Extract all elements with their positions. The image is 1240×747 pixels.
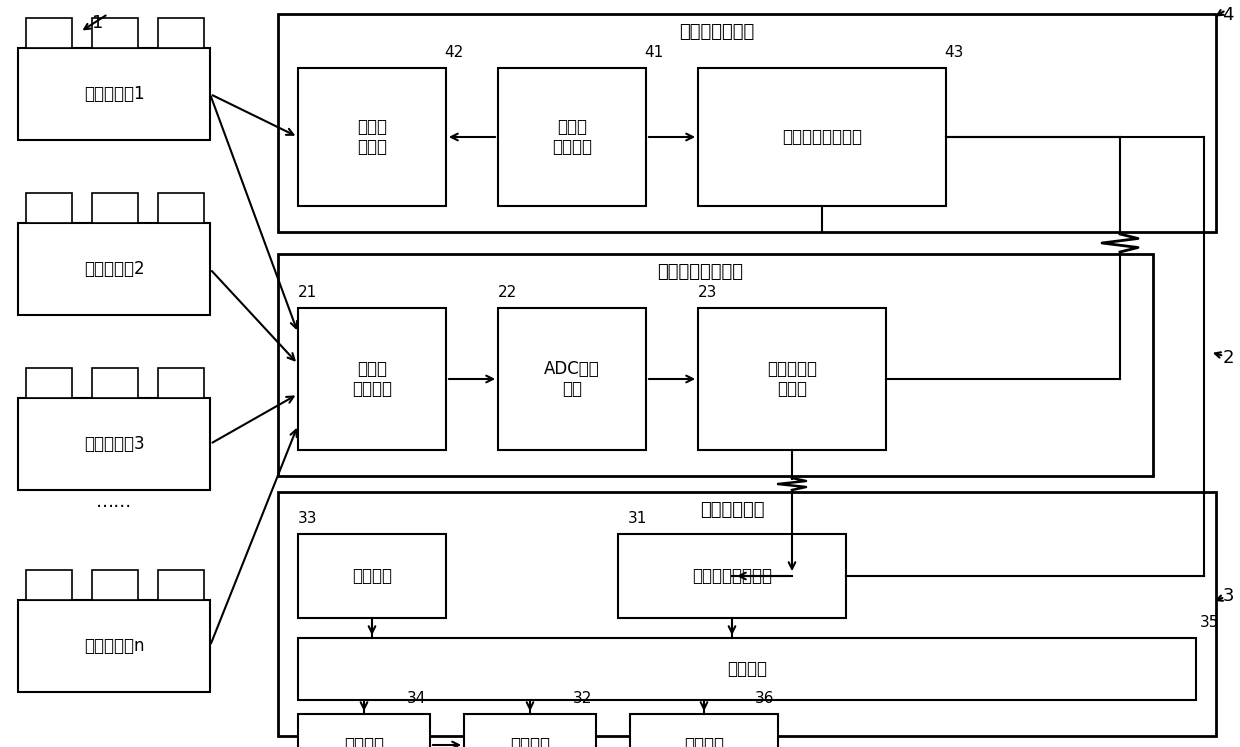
Text: 41: 41	[644, 45, 663, 60]
Text: 32: 32	[573, 691, 591, 706]
Bar	[298, 534, 446, 618]
Text: 36: 36	[754, 691, 774, 706]
Bar	[92, 18, 138, 48]
Text: 诊断模块: 诊断模块	[343, 736, 384, 747]
Bar	[464, 714, 596, 747]
Text: 处理模块: 处理模块	[727, 660, 768, 678]
Text: 34: 34	[407, 691, 427, 706]
Text: 高压开关柜2: 高压开关柜2	[83, 260, 144, 278]
Bar	[157, 193, 205, 223]
Text: 3: 3	[1223, 587, 1234, 605]
Text: 高压开关柜3: 高压开关柜3	[83, 435, 144, 453]
Text: 高压开关柜1: 高压开关柜1	[83, 85, 144, 103]
Text: 报警模块: 报警模块	[684, 736, 724, 747]
Text: 31: 31	[627, 511, 647, 526]
Text: 第一无线收
发模块: 第一无线收 发模块	[768, 359, 817, 398]
Text: ……: ……	[95, 493, 133, 511]
Bar	[630, 714, 777, 747]
Text: 第三无线收发模块: 第三无线收发模块	[782, 128, 862, 146]
Text: 显示模块: 显示模块	[510, 736, 551, 747]
Bar	[298, 68, 446, 206]
Bar	[157, 570, 205, 600]
Text: 电压升
降模块: 电压升 降模块	[357, 117, 387, 156]
Bar	[278, 14, 1216, 232]
Bar	[157, 18, 205, 48]
Bar	[19, 600, 210, 692]
Bar	[19, 48, 210, 140]
Text: 第二无线收发模块: 第二无线收发模块	[692, 567, 773, 585]
Text: 1: 1	[92, 14, 104, 32]
Text: 调压器
控制模块: 调压器 控制模块	[552, 117, 591, 156]
Bar	[698, 308, 887, 450]
Bar	[19, 398, 210, 490]
Bar	[498, 68, 646, 206]
Text: 35: 35	[1200, 615, 1219, 630]
Bar	[19, 223, 210, 315]
Text: 33: 33	[298, 511, 317, 526]
Text: ADC处理
模块: ADC处理 模块	[544, 359, 600, 398]
Text: 43: 43	[944, 45, 963, 60]
Text: 22: 22	[498, 285, 517, 300]
Bar	[298, 714, 430, 747]
Bar	[92, 368, 138, 398]
Bar	[498, 308, 646, 450]
Text: 无线操控调压器: 无线操控调压器	[680, 23, 755, 41]
Text: 42: 42	[444, 45, 464, 60]
Bar	[26, 368, 72, 398]
Bar	[278, 492, 1216, 736]
Bar	[278, 254, 1153, 476]
Text: 信号采集处理装置: 信号采集处理装置	[657, 263, 744, 281]
Bar	[26, 570, 72, 600]
Bar	[92, 193, 138, 223]
Bar	[698, 68, 946, 206]
Text: 信号预
处理模块: 信号预 处理模块	[352, 359, 392, 398]
Bar	[26, 193, 72, 223]
Bar	[298, 308, 446, 450]
Bar	[618, 534, 846, 618]
Text: 21: 21	[298, 285, 317, 300]
Text: 23: 23	[698, 285, 718, 300]
Text: 高压开关柜n: 高压开关柜n	[84, 637, 144, 655]
Text: 4: 4	[1223, 6, 1234, 24]
Text: 远程智能终端: 远程智能终端	[699, 501, 764, 519]
Bar	[26, 18, 72, 48]
Text: 存储模块: 存储模块	[352, 567, 392, 585]
Bar	[92, 570, 138, 600]
Bar	[157, 368, 205, 398]
Bar	[298, 638, 1197, 700]
Text: 2: 2	[1223, 349, 1234, 367]
